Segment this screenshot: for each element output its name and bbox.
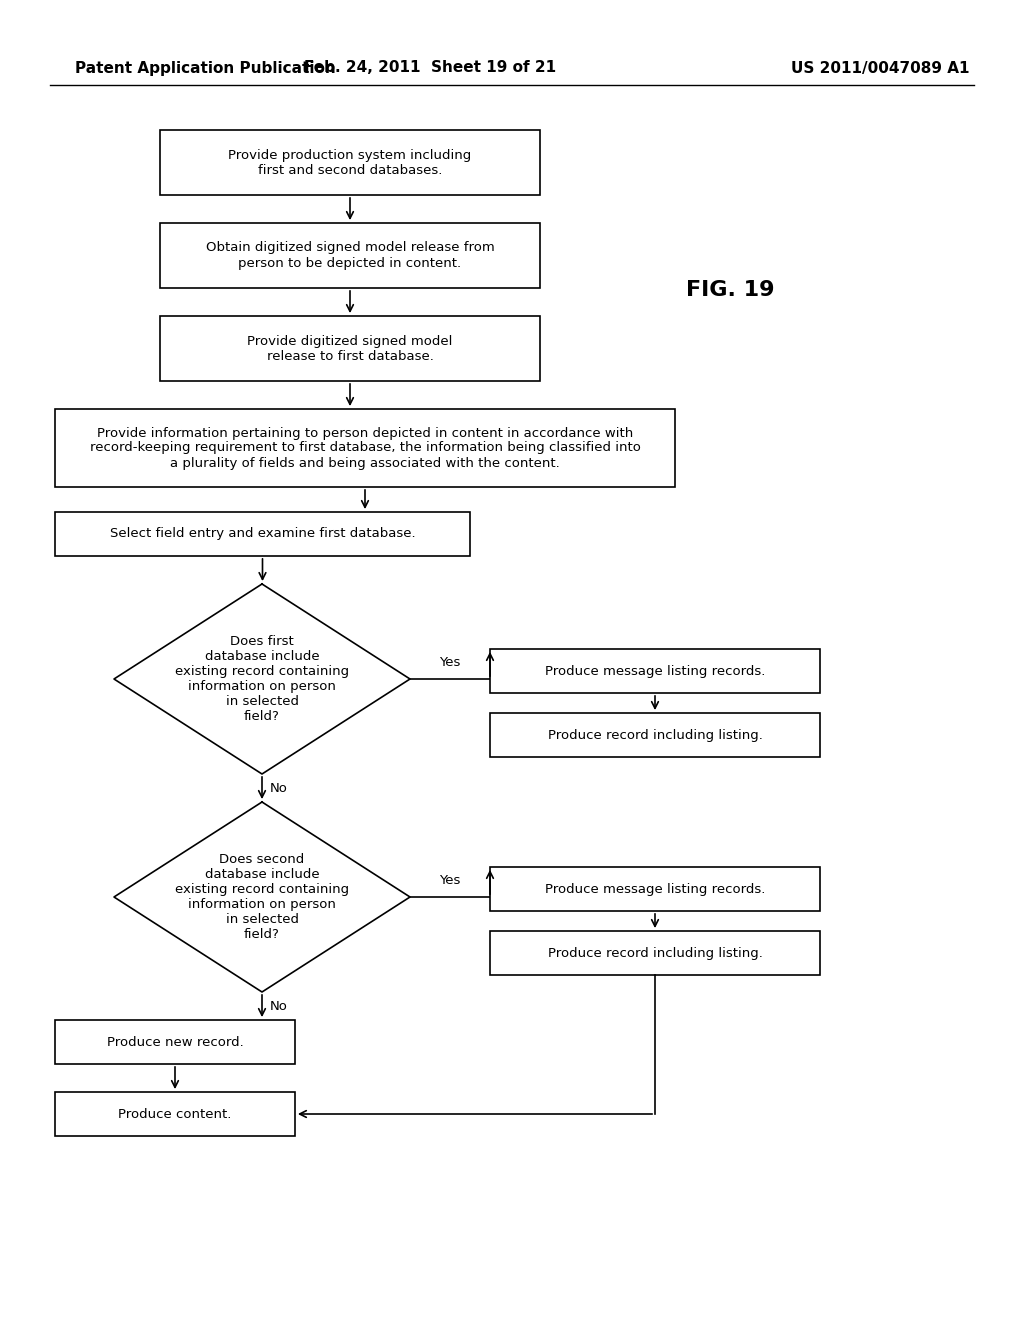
Bar <box>490 931 820 975</box>
Text: Provide production system including
first and second databases.: Provide production system including firs… <box>228 149 472 177</box>
Text: Patent Application Publication: Patent Application Publication <box>75 61 336 75</box>
Text: Produce message listing records.: Produce message listing records. <box>545 664 765 677</box>
Bar <box>55 1020 295 1064</box>
Text: Produce record including listing.: Produce record including listing. <box>548 729 763 742</box>
Text: Produce content.: Produce content. <box>119 1107 231 1121</box>
Text: US 2011/0047089 A1: US 2011/0047089 A1 <box>791 61 970 75</box>
Text: Yes: Yes <box>439 656 461 669</box>
Text: Does first
database include
existing record containing
information on person
in : Does first database include existing rec… <box>175 635 349 723</box>
Text: Does second
database include
existing record containing
information on person
in: Does second database include existing re… <box>175 853 349 941</box>
Bar <box>490 867 820 911</box>
Text: FIG. 19: FIG. 19 <box>686 280 774 300</box>
Text: Provide digitized signed model
release to first database.: Provide digitized signed model release t… <box>248 334 453 363</box>
Text: Produce record including listing.: Produce record including listing. <box>548 946 763 960</box>
Bar <box>160 223 540 288</box>
Text: Obtain digitized signed model release from
person to be depicted in content.: Obtain digitized signed model release fr… <box>206 242 495 269</box>
Text: Produce new record.: Produce new record. <box>106 1035 244 1048</box>
Text: Feb. 24, 2011  Sheet 19 of 21: Feb. 24, 2011 Sheet 19 of 21 <box>304 61 556 75</box>
Bar <box>55 409 675 487</box>
Text: Produce message listing records.: Produce message listing records. <box>545 883 765 895</box>
Bar <box>55 512 470 556</box>
Bar <box>55 1092 295 1137</box>
Text: Provide information pertaining to person depicted in content in accordance with
: Provide information pertaining to person… <box>89 426 640 470</box>
Bar <box>490 649 820 693</box>
Bar <box>160 129 540 195</box>
Text: Select field entry and examine first database.: Select field entry and examine first dat… <box>110 528 416 540</box>
Bar <box>160 315 540 381</box>
Bar <box>490 713 820 756</box>
Text: Yes: Yes <box>439 874 461 887</box>
Text: No: No <box>270 999 288 1012</box>
Text: No: No <box>270 781 288 795</box>
